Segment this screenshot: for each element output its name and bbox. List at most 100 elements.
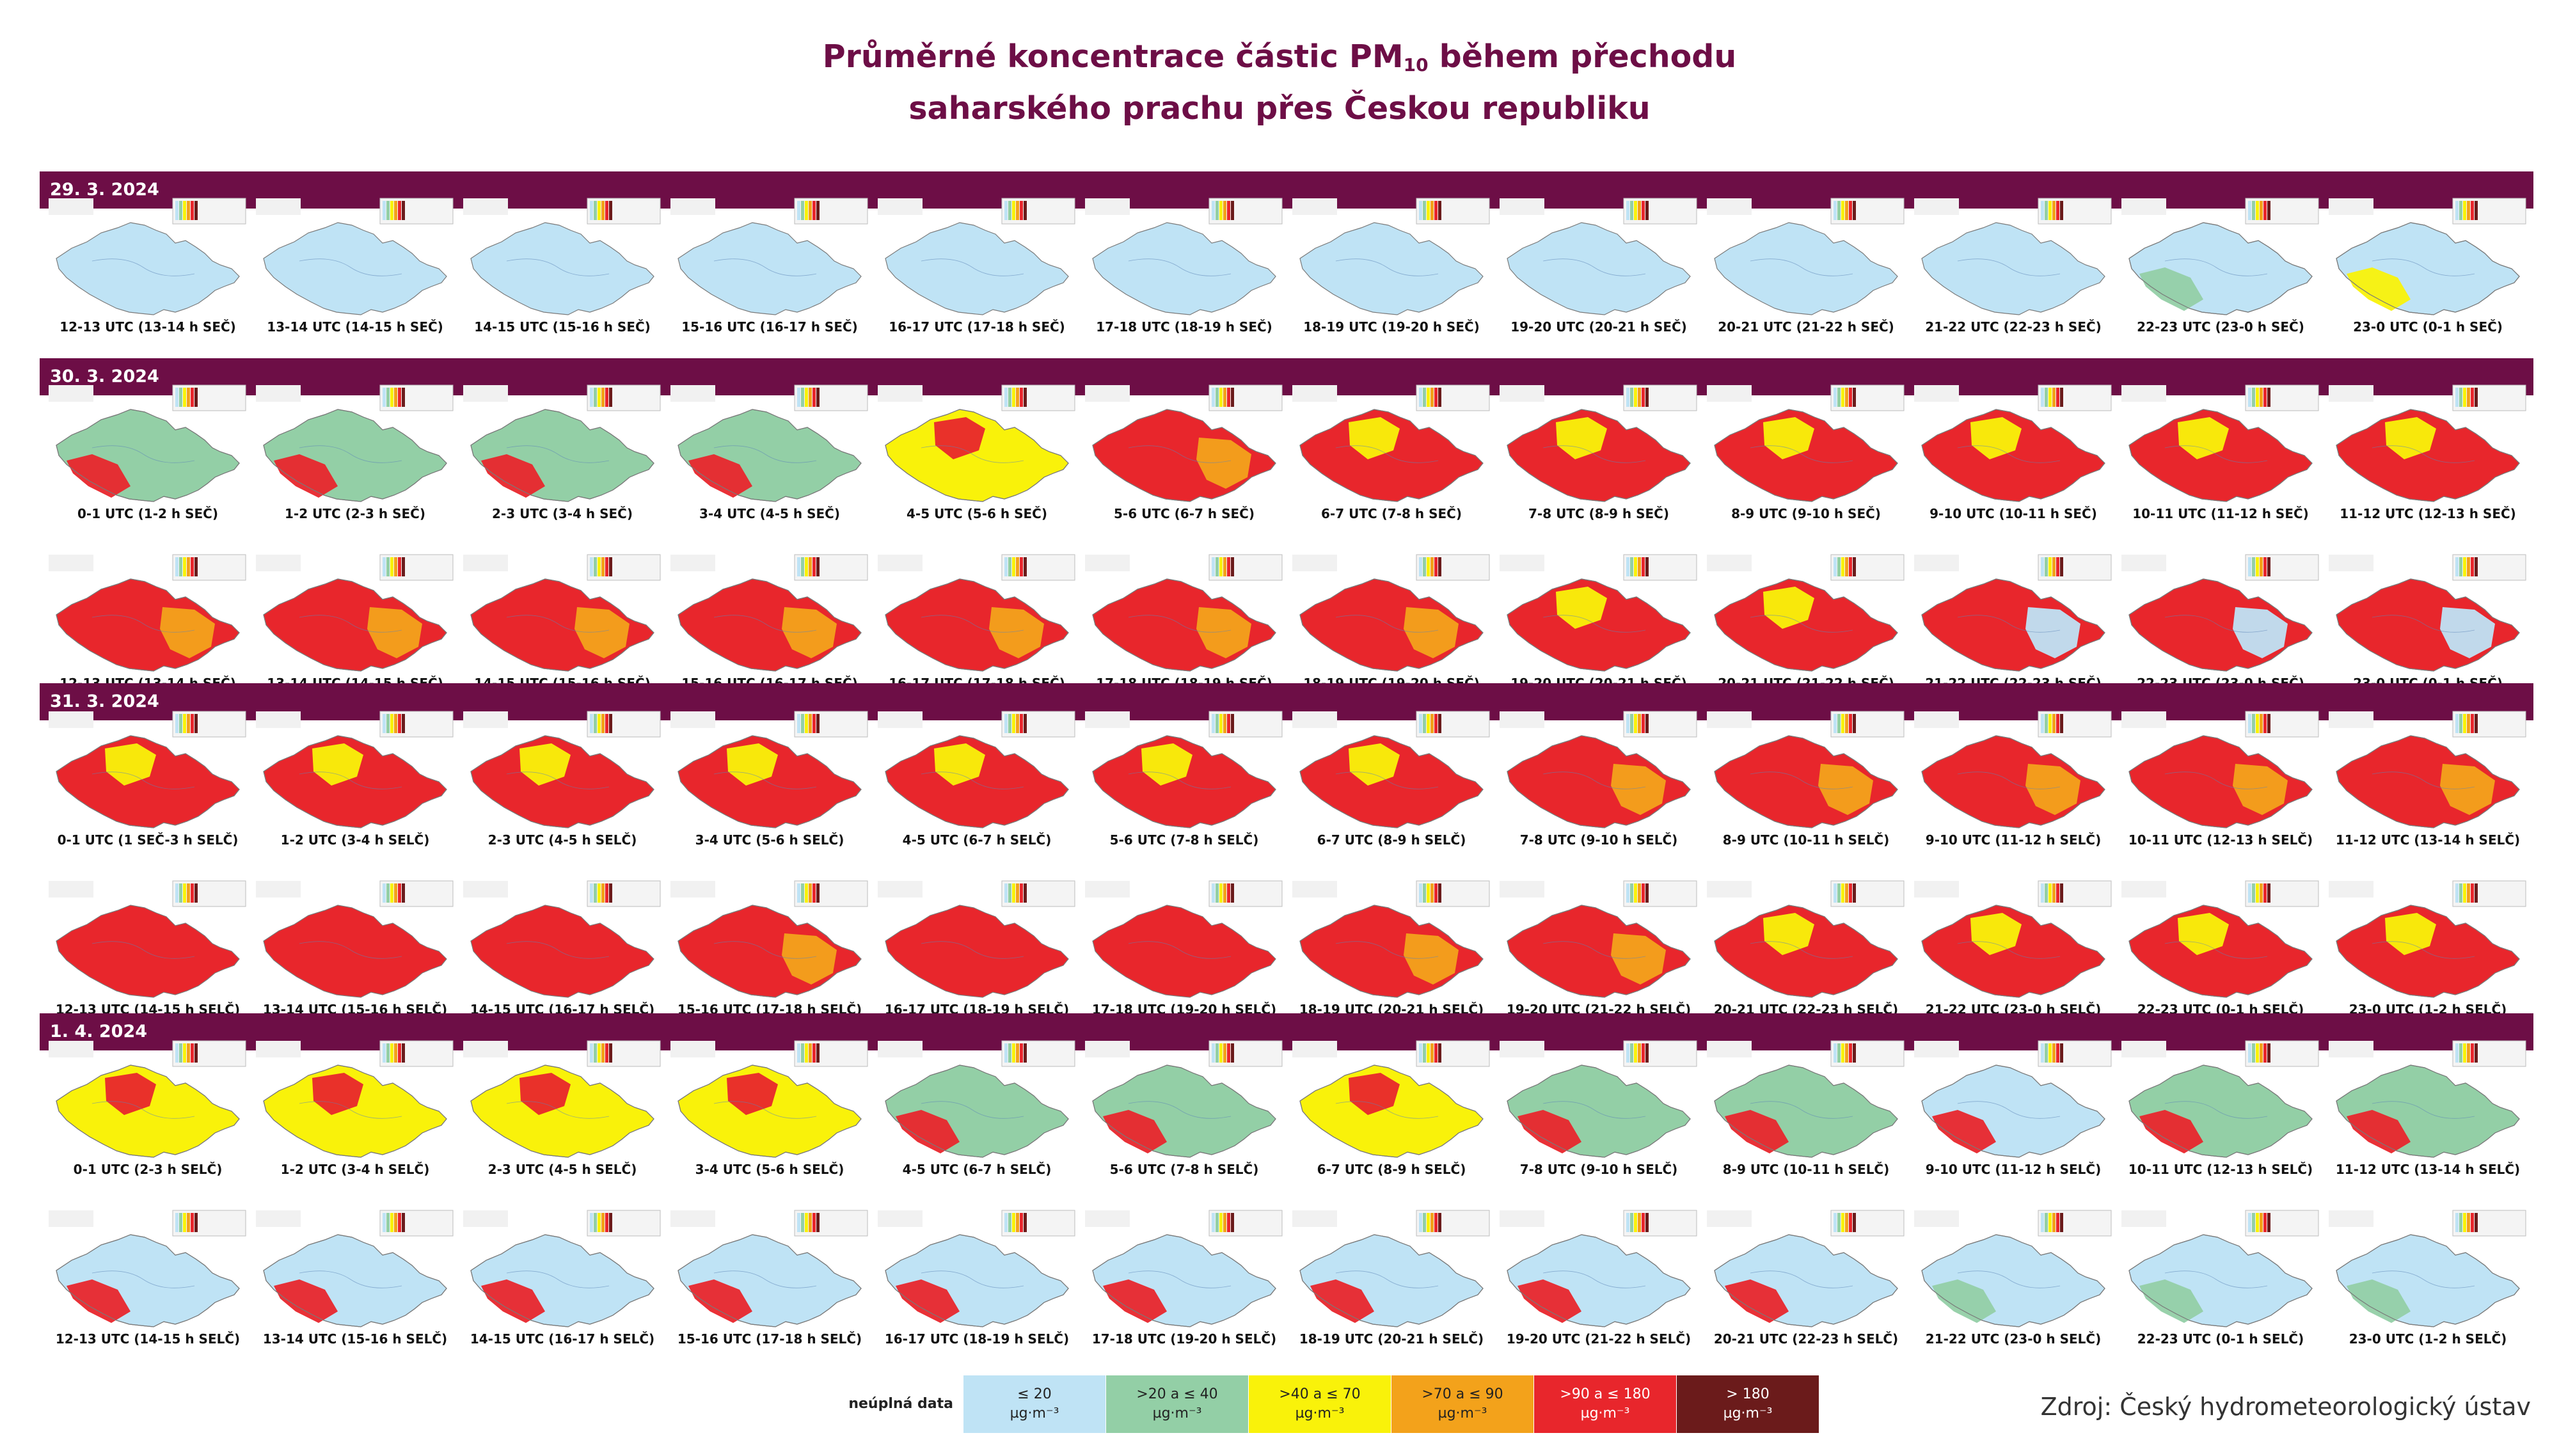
mini-legend-swatch [801, 1043, 804, 1063]
mini-legend-swatch [1212, 883, 1215, 903]
mini-legend-swatch [2041, 883, 2044, 903]
mini-legend-swatch [1638, 1043, 1641, 1063]
country-outline [1299, 735, 1484, 828]
map-time-label: 0-1 UTC (1-2 h SEČ) [77, 506, 218, 521]
map-header-block [878, 711, 923, 728]
concentration-map [49, 384, 246, 502]
mini-legend-swatch [2475, 1043, 2478, 1063]
mini-legend-swatch [179, 557, 182, 576]
mini-legend-swatch [1849, 1213, 1852, 1232]
country-area [2128, 905, 2313, 998]
mini-legend-swatch [2056, 201, 2059, 220]
country-outline [1714, 409, 1898, 502]
mini-legend-swatch [594, 1213, 597, 1232]
map-panel: 5-6 UTC (7-8 h SELČ) [1082, 710, 1286, 848]
country-outline [2128, 222, 2313, 315]
concentration-map [1085, 384, 1283, 502]
mini-legend-swatch [590, 201, 593, 220]
map-header-block [1914, 385, 1959, 402]
river-line [299, 1270, 402, 1288]
mini-legend-swatch [1231, 557, 1234, 576]
mini-legend-swatch [2463, 388, 2466, 407]
mini-legend-swatch [175, 714, 178, 733]
concentration-map [1292, 198, 1490, 315]
map-time-label: 11-12 UTC (12-13 h SEČ) [2340, 506, 2516, 521]
mini-legend-swatch [1219, 557, 1223, 576]
mini-legend-swatch [1212, 1213, 1215, 1232]
mini-legend-swatch [2467, 557, 2470, 576]
concentration-map [463, 198, 661, 315]
country-area [1092, 1064, 1276, 1158]
mini-legend-swatch [805, 1213, 808, 1232]
secondary-class-region [727, 743, 778, 786]
mini-legend-swatch [801, 201, 804, 220]
mini-legend-swatch [1024, 1213, 1027, 1232]
mini-legend-swatch [2463, 883, 2466, 903]
concentration-map [878, 880, 1075, 998]
secondary-class-region [2178, 913, 2229, 955]
mini-legend-swatch [1008, 201, 1011, 220]
mini-legend-swatch [191, 714, 194, 733]
map-panel: 22-23 UTC (0-1 h SELČ) [2119, 880, 2322, 1017]
mini-legend-swatch [179, 714, 182, 733]
mini-legend-swatch [2252, 883, 2255, 903]
mini-legend-swatch [1834, 201, 1837, 220]
country-area [470, 1234, 654, 1327]
mini-legend-swatch [2060, 1043, 2063, 1063]
mini-legend-swatch [390, 1213, 393, 1232]
country-outline [1299, 409, 1484, 502]
mini-legend-swatch [2263, 1043, 2267, 1063]
mini-legend-swatch [390, 1043, 393, 1063]
map-panel: 3-4 UTC (5-6 h SELČ) [668, 710, 871, 848]
mini-legend-swatch [1427, 714, 1430, 733]
legend-class-box: >70 a ≤ 90 µg·m⁻³ [1391, 1375, 1533, 1433]
country-area [677, 222, 862, 315]
mini-legend-swatch [1004, 557, 1008, 576]
country-area [2336, 1064, 2520, 1158]
river-line [2164, 772, 2268, 789]
mini-legend-swatch [394, 557, 397, 576]
concentration-map [256, 554, 454, 672]
map-time-label: 13-14 UTC (15-16 h SELČ) [262, 1331, 448, 1347]
river-line [1750, 615, 1853, 633]
secondary-class-region [1725, 1110, 1789, 1153]
concentration-map [256, 384, 454, 502]
secondary-class-region [1349, 417, 1400, 459]
country-outline [2128, 409, 2313, 502]
secondary-class-region [1517, 1279, 1581, 1323]
mini-legend-swatch [2267, 1213, 2270, 1232]
country-area [2336, 1234, 2520, 1327]
country-outline [1921, 578, 2105, 672]
map-header-block [49, 198, 93, 215]
mini-legend-swatch [609, 883, 612, 903]
mini-legend-swatch [1212, 714, 1215, 733]
mini-legend-swatch [1020, 201, 1023, 220]
mini-legend-swatch [183, 201, 186, 220]
map-panel: 0-1 UTC (1-2 h SEČ) [46, 384, 250, 521]
mini-legend-swatch [812, 388, 816, 407]
river-line [921, 445, 1024, 463]
map-header-block [2121, 711, 2166, 728]
river-line [1542, 258, 1646, 276]
legend-class-range: >20 a ≤ 40 [1136, 1386, 1218, 1402]
mini-legend-swatch [812, 714, 816, 733]
mini-legend-swatch [1438, 201, 1441, 220]
country-outline [1714, 735, 1898, 828]
mini-legend-swatch [1223, 201, 1226, 220]
concentration-map [2329, 880, 2526, 998]
river-line [1542, 615, 1646, 633]
mini-legend-swatch [175, 557, 178, 576]
mini-legend-swatch [1423, 201, 1426, 220]
concentration-map [49, 198, 246, 315]
secondary-class-region [1818, 764, 1873, 815]
mini-legend-swatch [2475, 714, 2478, 733]
mini-legend-swatch [1219, 714, 1223, 733]
map-header-block [2121, 881, 2166, 898]
mini-legend-swatch [2056, 1213, 2059, 1232]
mini-legend-swatch [1423, 388, 1426, 407]
mini-legend-swatch [598, 1043, 601, 1063]
map-time-label: 19-20 UTC (21-22 h SELČ) [1506, 1331, 1691, 1347]
river-line [1542, 1270, 1646, 1288]
mini-legend-swatch [2471, 883, 2474, 903]
mini-legend-swatch [383, 1213, 386, 1232]
